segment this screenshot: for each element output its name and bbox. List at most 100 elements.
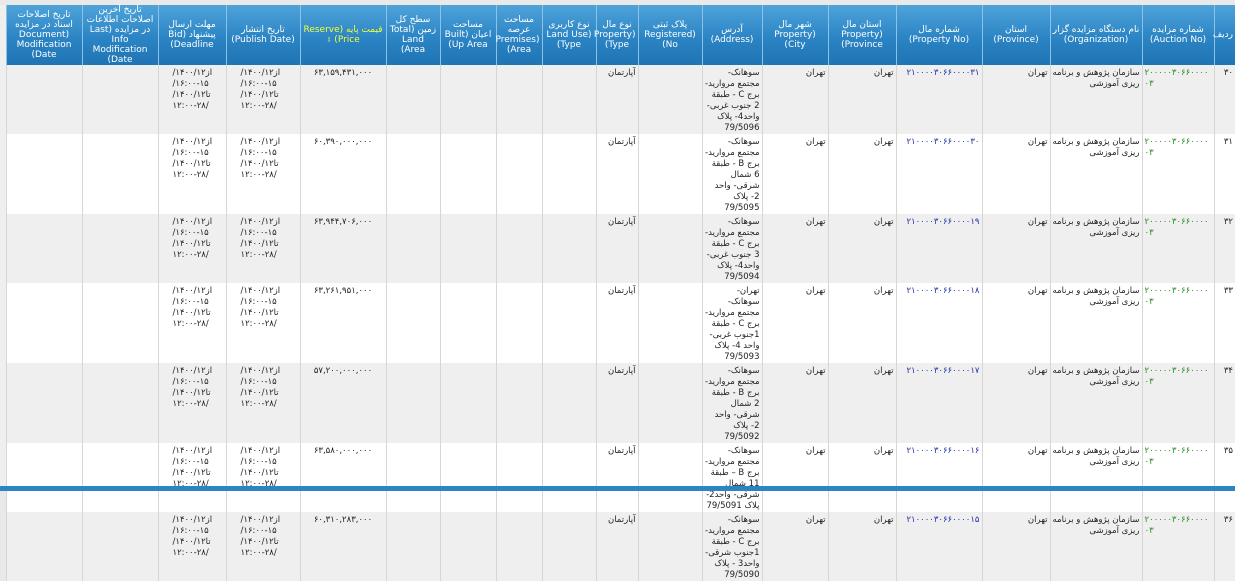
cell-property-no: ۲۱۰۰۰۰۳۰۶۶۰۰۰۰۱۷ xyxy=(896,363,982,443)
cell-property-type: آپارتمان xyxy=(596,214,638,283)
cell-bid-deadline: از۱۴۰۰/۱۲/ ۱۵-۱۶:۰۰/ تا۱۴۰۰/۱۲/ ۲۸-۱۲:۰۰… xyxy=(158,443,226,512)
cell-bid-deadline: از۱۴۰۰/۱۲/ ۱۵-۱۶:۰۰/ تا۱۴۰۰/۱۲/ ۲۸-۱۲:۰۰… xyxy=(158,283,226,363)
cell-registered-no xyxy=(638,214,702,283)
cell-total-land-area xyxy=(386,363,440,443)
column-header-total-land-area[interactable]: سطح کل زمین (Total Land Area) xyxy=(386,5,440,65)
cell-property-province: تهران xyxy=(828,443,896,512)
column-header-premises-area[interactable]: مساحت عرصه (Premises Area) xyxy=(496,5,542,65)
cell-reserve-price: ۶۰,۳۹۰,۰۰۰,۰۰۰ xyxy=(300,134,386,214)
cell-premises-area xyxy=(496,363,542,443)
column-header-registered-no[interactable]: پلاک ثبتی (Registered No) xyxy=(638,5,702,65)
cell-total-land-area xyxy=(386,134,440,214)
cell-document-modification-date xyxy=(6,283,82,363)
cell-premises-area xyxy=(496,512,542,581)
table-footer-bar xyxy=(0,486,1235,491)
column-header-label: استان (Province) xyxy=(993,25,1038,45)
column-header-organization[interactable]: نام دستگاه مزایده گزار (Organization) xyxy=(1050,5,1142,65)
cell-property-no: ۲۱۰۰۰۰۳۰۶۶۰۰۰۰۱۸ xyxy=(896,283,982,363)
column-header-province[interactable]: استان (Province) xyxy=(982,5,1050,65)
column-header-reserve-price[interactable]: قیمت پایه (Reserve Price) ⇕ xyxy=(300,5,386,65)
cell-last-info-modification-date xyxy=(82,443,158,512)
column-header-property-city[interactable]: شهر مال (Property City) xyxy=(762,5,828,65)
column-header-label: تاریخ آخرین اصلاحات اطلاعات در مزایده (L… xyxy=(87,5,154,65)
cell-auction-no: ۲۰۰۰۰۰۳۰۶۶۰۰۰۰۰۳ xyxy=(1142,512,1214,581)
cell-auction-no: ۲۰۰۰۰۰۳۰۶۶۰۰۰۰۰۳ xyxy=(1142,443,1214,512)
column-header-label: شهر مال (Property City) xyxy=(774,20,816,50)
cell-province: تهران xyxy=(982,443,1050,512)
column-header-last-info-modification-date[interactable]: تاریخ آخرین اصلاحات اطلاعات در مزایده (L… xyxy=(82,5,158,65)
cell-property-type: آپارتمان xyxy=(596,134,638,214)
cell-document-modification-date xyxy=(6,363,82,443)
cell-land-use-type xyxy=(542,134,596,214)
cell-property-province: تهران xyxy=(828,65,896,134)
cell-land-use-type xyxy=(542,443,596,512)
cell-property-type: آپارتمان xyxy=(596,443,638,512)
cell-property-no: ۲۱۰۰۰۰۳۰۶۶۰۰۰۰۱۶ xyxy=(896,443,982,512)
cell-built-up-area xyxy=(440,512,496,581)
cell-organization: سازمان پژوهش و برنامه ریزی آموزشی xyxy=(1050,134,1142,214)
column-header-property-no[interactable]: شماره مال (Property No) xyxy=(896,5,982,65)
cell-publish-date: از۱۴۰۰/۱۲/ ۱۵-۱۶:۰۰/ تا۱۴۰۰/۱۲/ ۲۸-۱۲:۰۰… xyxy=(226,134,300,214)
cell-reserve-price: ۶۳,۵۸۰,۰۰۰,۰۰۰ xyxy=(300,443,386,512)
cell-reserve-price: ۶۳,۹۴۴,۷۰۶,۰۰۰ xyxy=(300,214,386,283)
cell-address: سوهانک- مجتمع مروارید- برج C - طبقة 3 جن… xyxy=(702,214,762,283)
cell-row-number: ۳۶ xyxy=(1214,512,1235,581)
cell-bid-deadline: از۱۴۰۰/۱۲/ ۱۵-۱۶:۰۰/ تا۱۴۰۰/۱۲/ ۲۸-۱۲:۰۰… xyxy=(158,363,226,443)
column-header-label: ردیف xyxy=(1213,30,1233,40)
column-header-address[interactable]: آدرس (Address) xyxy=(702,5,762,65)
cell-publish-date: از۱۴۰۰/۱۲/ ۱۵-۱۶:۰۰/ تا۱۴۰۰/۱۲/ ۲۸-۱۲:۰۰… xyxy=(226,443,300,512)
cell-registered-no xyxy=(638,512,702,581)
cell-property-city: تهران xyxy=(762,283,828,363)
cell-land-use-type xyxy=(542,65,596,134)
column-header-label: سطح کل زمین (Total Land Area) xyxy=(390,15,436,55)
column-header-property-province[interactable]: استان مال (Property Province) xyxy=(828,5,896,65)
cell-property-province: تهران xyxy=(828,283,896,363)
cell-property-city: تهران xyxy=(762,65,828,134)
cell-auction-no: ۲۰۰۰۰۰۳۰۶۶۰۰۰۰۰۳ xyxy=(1142,214,1214,283)
cell-property-province: تهران xyxy=(828,363,896,443)
cell-reserve-price: ۵۷,۲۰۰,۰۰۰,۰۰۰ xyxy=(300,363,386,443)
column-header-label: پلاک ثبتی (Registered No) xyxy=(644,20,696,50)
column-header-auction-no[interactable]: شماره مزایده (Auction No) xyxy=(1142,5,1214,65)
column-header-bid-deadline[interactable]: مهلت ارسال پیشنهاد (Bid Deadline) xyxy=(158,5,226,65)
column-header-row-number[interactable]: ردیف xyxy=(1214,5,1235,65)
cell-auction-no: ۲۰۰۰۰۰۳۰۶۶۰۰۰۰۰۳ xyxy=(1142,283,1214,363)
cell-last-info-modification-date xyxy=(82,512,158,581)
cell-row-number: ۳۲ xyxy=(1214,214,1235,283)
column-header-label: قیمت پایه (Reserve Price) xyxy=(303,25,382,45)
column-header-label: تاریخ اصلاحات اسناد در مزایده (Document … xyxy=(15,10,73,60)
column-header-document-modification-date[interactable]: تاریخ اصلاحات اسناد در مزایده (Document … xyxy=(6,5,82,65)
cell-row-number: ۳۵ xyxy=(1214,443,1235,512)
cell-registered-no xyxy=(638,443,702,512)
column-header-property-type[interactable]: نوع مال (Property Type) xyxy=(596,5,638,65)
cell-built-up-area xyxy=(440,283,496,363)
cell-address: سوهانک- مجتمع مروارید- برج C - طبقة 1جنو… xyxy=(702,512,762,581)
column-header-label: آدرس (Address) xyxy=(711,25,754,45)
cell-document-modification-date xyxy=(6,65,82,134)
cell-total-land-area xyxy=(386,65,440,134)
cell-organization: سازمان پژوهش و برنامه ریزی آموزشی xyxy=(1050,65,1142,134)
cell-built-up-area xyxy=(440,134,496,214)
cell-auction-no: ۲۰۰۰۰۰۳۰۶۶۰۰۰۰۰۳ xyxy=(1142,65,1214,134)
cell-organization: سازمان پژوهش و برنامه ریزی آموزشی xyxy=(1050,512,1142,581)
cell-property-city: تهران xyxy=(762,512,828,581)
column-header-land-use-type[interactable]: نوع کاربری (Land Use Type) xyxy=(542,5,596,65)
cell-row-number: ۳۴ xyxy=(1214,363,1235,443)
cell-premises-area xyxy=(496,134,542,214)
column-header-built-up-area[interactable]: مساحت اعیان (Built Up Area) xyxy=(440,5,496,65)
cell-reserve-price: ۶۰,۳۱۰,۲۸۳,۰۰۰ xyxy=(300,512,386,581)
cell-property-city: تهران xyxy=(762,443,828,512)
cell-organization: سازمان پژوهش و برنامه ریزی آموزشی xyxy=(1050,363,1142,443)
cell-total-land-area xyxy=(386,443,440,512)
column-header-publish-date[interactable]: تاریخ انتشار (Publish Date) xyxy=(226,5,300,65)
